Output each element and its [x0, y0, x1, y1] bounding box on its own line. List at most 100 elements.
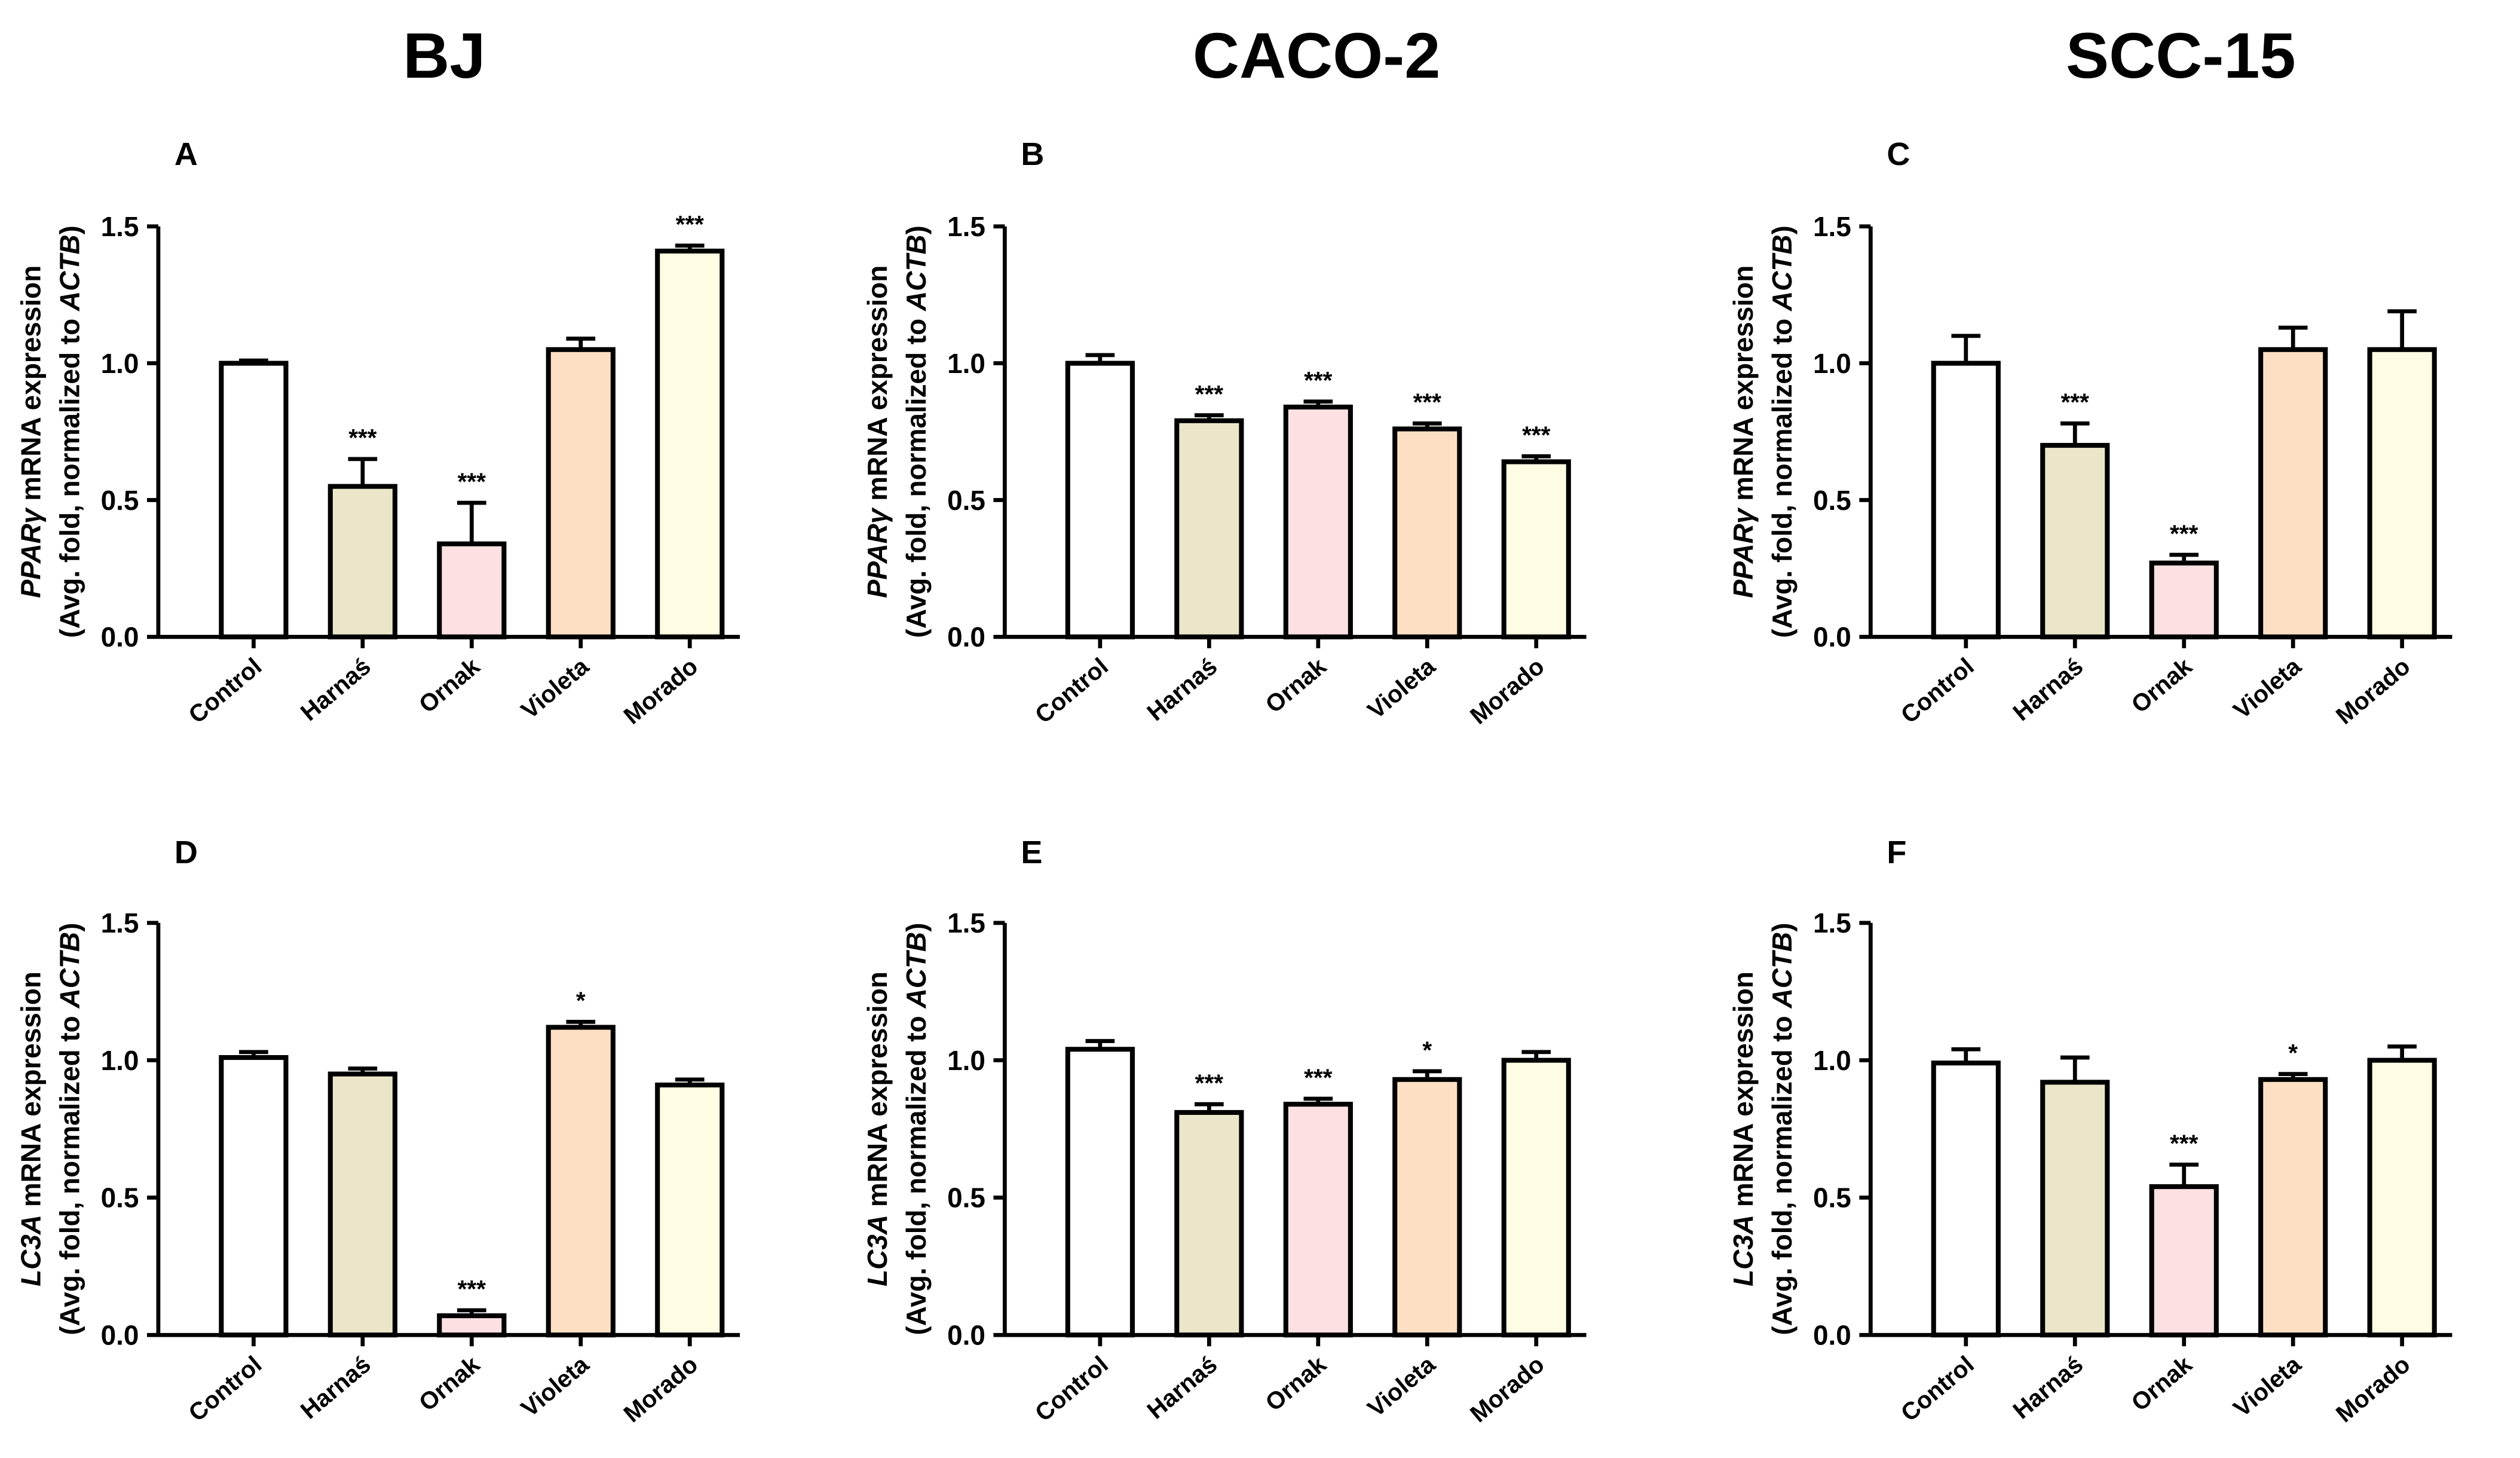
y-axis-label: LC3A mRNA expression (Avg. fold, normaliz…	[16, 923, 85, 1335]
panel-d: D LC3A mRNA expression (Avg. fold, normali…	[16, 835, 740, 1428]
y-label-ref-gene: ACTB	[901, 932, 932, 1009]
panel-f: F LC3A mRNA expression (Avg. fold, normali…	[1728, 835, 2452, 1428]
y-label-close: )	[1766, 225, 1798, 234]
significance-label: *	[2288, 1039, 2298, 1066]
y-tick-label: 1.5	[1813, 907, 1851, 939]
y-label-text: mRNA expression	[862, 265, 893, 509]
panel-label: B	[1021, 136, 1044, 172]
significance-label: ***	[676, 210, 705, 238]
panel-label: A	[174, 136, 198, 172]
y-tick-label: 0.5	[947, 485, 985, 516]
y-label-gene: LC3A	[862, 1215, 893, 1286]
significance-label: ***	[1304, 1063, 1333, 1091]
x-tick-label: Control	[1896, 1350, 1979, 1427]
y-tick-label: 0.5	[101, 485, 139, 516]
bar-violeta	[1392, 426, 1462, 640]
y-tick-label: 0.5	[1813, 1182, 1851, 1214]
y-tick-label: 1.0	[947, 348, 985, 379]
y-label-line2: (Avg. fold, normalized to	[901, 1008, 932, 1335]
significance-label: ***	[1304, 366, 1333, 394]
bar-ornak	[2149, 1184, 2219, 1338]
x-tick-label: Ornak	[1260, 652, 1332, 719]
y-label-text: mRNA expression	[1728, 971, 1759, 1215]
x-tick-label: Violeta	[2228, 1350, 2306, 1422]
x-tick-label: Control	[1030, 1350, 1113, 1427]
significance-label: *	[576, 987, 586, 1014]
y-tick-label: 1.0	[947, 1045, 985, 1076]
y-label-ref-gene: ACTB	[1766, 932, 1798, 1009]
panel-b: B PPARγ mRNA expression (Avg. fold, normal…	[862, 136, 1587, 729]
y-label-close: )	[1766, 923, 1798, 932]
panel-label: D	[174, 835, 198, 870]
significance-label: *	[1422, 1036, 1432, 1063]
y-tick-label: 1.0	[1813, 1045, 1851, 1076]
bar-harnas	[327, 1071, 397, 1338]
y-axis-label: PPARγ mRNA expression (Avg. fold, normali…	[862, 225, 932, 638]
bar-morado	[1501, 459, 1571, 640]
panel-label: C	[1887, 136, 1910, 172]
column-title-caco2: CACO-2	[1193, 19, 1440, 91]
x-tick-label: Ornak	[414, 1350, 485, 1417]
x-tick-label: Violeta	[1362, 652, 1440, 724]
y-label-text: mRNA expression	[16, 265, 47, 509]
y-tick-label: 0.0	[947, 622, 985, 653]
bar-harnas	[327, 484, 397, 640]
bar-morado	[655, 248, 725, 640]
y-tick-label: 0.5	[947, 1182, 985, 1214]
y-label-line2: (Avg. fold, normalized to	[54, 311, 85, 638]
x-tick-label: Morado	[2331, 652, 2415, 729]
y-label-ref-gene: ACTB	[54, 234, 85, 311]
significance-label: ***	[2170, 519, 2199, 547]
y-tick-label: 0.0	[1813, 1319, 1851, 1350]
x-tick-label: Ornak	[2126, 1350, 2197, 1417]
x-tick-label: Ornak	[414, 652, 485, 719]
x-tick-label: Harnaś	[1142, 652, 1223, 726]
y-tick-label: 1.5	[1813, 211, 1851, 242]
y-tick-label: 1.5	[947, 907, 985, 939]
bar-control	[1931, 360, 2001, 640]
panel-c: C PPARγ mRNA expression (Avg. fold, normal…	[1728, 136, 2452, 729]
bar-ornak	[437, 541, 507, 640]
y-label-gene: PPARγ	[16, 507, 47, 598]
y-tick-label: 0.0	[947, 1319, 985, 1350]
y-axis-label: LC3A mRNA expression (Avg. fold, normaliz…	[862, 923, 932, 1335]
x-tick-label: Ornak	[1260, 1350, 1332, 1417]
y-label-ref-gene: ACTB	[54, 932, 85, 1009]
bar-ornak	[437, 1313, 507, 1338]
y-tick-label: 1.0	[101, 348, 139, 379]
y-label-line2: (Avg. fold, normalized to	[901, 311, 932, 638]
significance-label: ***	[348, 424, 377, 451]
x-tick-label: Morado	[1465, 1350, 1550, 1428]
bar-control	[219, 1055, 289, 1338]
significance-label: ***	[2061, 389, 2090, 416]
y-axis-label: PPARγ mRNA expression (Avg. fold, normali…	[16, 225, 85, 638]
y-label-gene: LC3A	[1728, 1215, 1759, 1286]
bar-morado	[2367, 1057, 2437, 1338]
bar-morado	[655, 1082, 725, 1338]
significance-label: ***	[1522, 421, 1551, 449]
bar-violeta	[2258, 1077, 2328, 1338]
y-tick-label: 0.5	[1813, 485, 1851, 516]
y-label-ref-gene: ACTB	[901, 234, 932, 311]
bar-control	[1931, 1060, 2001, 1338]
x-tick-label: Control	[1896, 652, 1979, 729]
y-axis-label: LC3A mRNA expression (Avg. fold, normaliz…	[1728, 923, 1798, 1335]
significance-label: ***	[458, 467, 486, 495]
bar-control	[1065, 1047, 1135, 1338]
bar-violeta	[1392, 1077, 1462, 1338]
significance-label: ***	[1413, 389, 1442, 416]
y-axis-label: PPARγ mRNA expression (Avg. fold, normali…	[1728, 225, 1798, 638]
bar-morado	[1501, 1057, 1571, 1338]
significance-label: ***	[458, 1275, 486, 1303]
column-title-scc15: SCC-15	[2066, 19, 2296, 91]
x-tick-label: Harnaś	[295, 1350, 376, 1425]
bar-violeta	[546, 347, 616, 640]
y-tick-label: 1.5	[101, 907, 139, 939]
x-tick-label: Violeta	[516, 652, 594, 724]
panel-label: F	[1887, 835, 1906, 870]
y-label-close: )	[901, 225, 932, 234]
significance-label: ***	[1195, 380, 1224, 408]
y-tick-label: 1.5	[101, 211, 139, 242]
y-tick-label: 0.0	[101, 622, 139, 653]
